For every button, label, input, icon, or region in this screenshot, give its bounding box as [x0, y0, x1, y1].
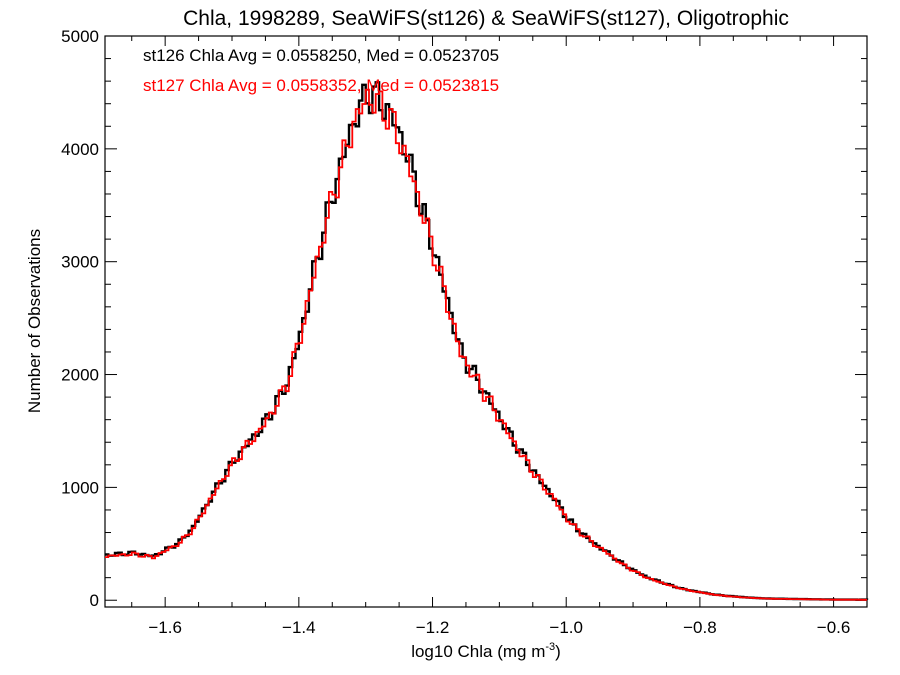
y-axis: 0 1000 2000 3000 4000 5000: [61, 27, 867, 610]
y-tick-label: 1000: [61, 478, 99, 497]
x-axis-label-close: ): [555, 642, 561, 661]
x-tick-label: −0.6: [817, 618, 851, 637]
series-st126-line: [105, 81, 869, 601]
y-tick-label: 2000: [61, 366, 99, 385]
y-tick-label: 4000: [61, 140, 99, 159]
x-tick-label: −1.6: [148, 618, 182, 637]
y-tick-label: 3000: [61, 253, 99, 272]
x-axis-label: log10 Chla (mg m-3): [411, 641, 561, 661]
x-tick-label: −1.4: [282, 618, 316, 637]
series-group: [105, 81, 869, 601]
annotation-st127: st127 Chla Avg = 0.0558352, Med = 0.0523…: [143, 76, 499, 95]
x-axis-label-superscript: -3: [545, 641, 555, 653]
x-tick-label: −1.0: [549, 618, 583, 637]
plot-frame: [104, 35, 868, 608]
x-axis-label-main: log10 Chla (mg m: [411, 642, 545, 661]
x-tick-label: −0.8: [683, 618, 717, 637]
x-tick-label: −1.2: [416, 618, 450, 637]
y-tick-label: 0: [90, 591, 99, 610]
chart-title: Chla, 1998289, SeaWiFS(st126) & SeaWiFS(…: [183, 7, 789, 30]
series-st127-line: [105, 88, 867, 601]
annotation-st126: st126 Chla Avg = 0.0558250, Med = 0.0523…: [143, 46, 499, 65]
y-axis-label: Number of Observations: [25, 229, 44, 413]
y-tick-label: 5000: [61, 27, 99, 46]
x-axis: −1.6 −1.4 −1.2 −1.0 −0.8 −0.6: [131, 36, 851, 637]
